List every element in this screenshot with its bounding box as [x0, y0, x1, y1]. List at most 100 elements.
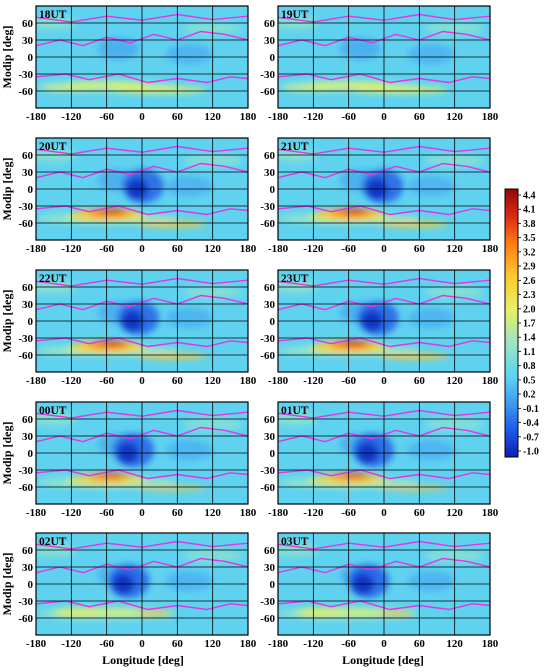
- x-tick-label: 60: [172, 243, 184, 255]
- y-axis-label: Modip [deg]: [0, 25, 14, 88]
- x-tick-label: -120: [303, 111, 324, 123]
- x-tick-label: -180: [268, 638, 289, 650]
- x-tick-label: 120: [204, 638, 221, 650]
- x-tick-label: 0: [381, 638, 387, 650]
- x-tick-label: 180: [240, 507, 257, 519]
- y-tick-label: -30: [18, 465, 33, 477]
- colorbar-tick-label: 2.6: [523, 276, 536, 287]
- x-tick-label: -60: [99, 638, 114, 650]
- panel-22ut: 22UT-180 -120 -60 0 60 120 18060300-30-60Modip…: [0, 270, 257, 387]
- panel-title: 20UT: [39, 141, 67, 153]
- x-tick-label: -120: [303, 638, 324, 650]
- x-tick-label: 180: [240, 111, 257, 123]
- y-tick-label: -30: [18, 596, 33, 608]
- panel-21ut: 21UT-180 -120 -60 0 60 120 18060300-30-60: [260, 138, 498, 255]
- y-tick-label: 60: [264, 150, 276, 162]
- colorbar-tick-label: -0.4: [523, 418, 539, 429]
- panel-title: 22UT: [39, 273, 67, 285]
- x-tick-label: -180: [268, 111, 289, 123]
- x-tick-label: 0: [381, 243, 387, 255]
- x-tick-label: 0: [139, 243, 145, 255]
- x-tick-label: -120: [61, 243, 82, 255]
- colorbar-tick-label: -0.7: [523, 432, 539, 443]
- x-tick-label: -60: [99, 507, 114, 519]
- x-tick-label: -120: [61, 111, 82, 123]
- y-tick-label: 0: [28, 184, 34, 196]
- y-tick-label: -60: [260, 350, 275, 362]
- panel-18ut: 18UT -180 -120 -60 0 60 120 180 60 30 0 -30 -60 Modip…: [0, 6, 257, 123]
- x-tick-label: -60: [341, 638, 356, 650]
- x-tick-label: 120: [446, 375, 463, 387]
- y-tick-label: -30: [260, 465, 275, 477]
- x-tick-label: -60: [341, 243, 356, 255]
- colorbar-tick-label: -0.1: [523, 404, 539, 415]
- y-tick-label: 0: [270, 184, 276, 196]
- x-tick-label: 0: [381, 111, 387, 123]
- x-tick-label: 0: [381, 375, 387, 387]
- y-tick-label: -60: [18, 218, 33, 230]
- y-tick-label: 60: [22, 545, 34, 557]
- y-tick-label: 0: [270, 579, 276, 591]
- y-tick-label: 60: [22, 282, 34, 294]
- panel-title: 19UT: [281, 9, 309, 21]
- panel-01ut: 01UT -180 -120 -60 0 60 120 180 60 30 0 -30 -60: [260, 402, 498, 519]
- y-tick-label: -60: [260, 613, 275, 625]
- x-tick-label: 0: [139, 111, 145, 123]
- y-axis-label: Modip [deg]: [0, 421, 14, 484]
- y-tick-label: 0: [270, 52, 276, 64]
- x-tick-label: -180: [268, 375, 289, 387]
- y-tick-label: 0: [270, 448, 276, 460]
- y-axis-label: Modip [deg]: [0, 157, 14, 220]
- y-tick-label: 30: [22, 167, 34, 179]
- colorbar: 4.44.13.83.53.22.92.62.32.01.71.41.10.80…: [505, 189, 539, 458]
- y-axis-label: Modip [deg]: [0, 289, 14, 352]
- x-tick-label: 180: [240, 638, 257, 650]
- x-tick-label: 0: [139, 375, 145, 387]
- y-tick-label: -60: [260, 482, 275, 494]
- y-tick-label: -60: [18, 613, 33, 625]
- x-tick-label: 60: [414, 638, 426, 650]
- panel-title: 23UT: [281, 273, 309, 285]
- x-tick-label: 60: [172, 507, 184, 519]
- x-tick-label: -60: [99, 243, 114, 255]
- x-tick-label: 120: [446, 638, 463, 650]
- x-axis-label-right: Longitude [deg]: [342, 653, 424, 667]
- colorbar-tick-label: 2.0: [523, 304, 536, 315]
- x-tick-label: 0: [139, 507, 145, 519]
- y-tick-label: 0: [28, 52, 34, 64]
- x-tick-label: 120: [204, 243, 221, 255]
- colorbar-tick-label: 1.7: [523, 319, 536, 330]
- colorbar-tick-label: 3.5: [523, 233, 536, 244]
- y-tick-label: 0: [28, 316, 34, 328]
- panel-title: 01UT: [281, 405, 309, 417]
- colorbar-tick-label: 3.2: [523, 247, 536, 258]
- x-tick-label: -180: [26, 507, 47, 519]
- x-tick-label: 180: [482, 111, 499, 123]
- x-tick-label: 0: [381, 507, 387, 519]
- panel-title: 00UT: [39, 405, 67, 417]
- panel-03ut: 03UT-180 -120 -60 0 60 120 18060300-30-60: [260, 533, 498, 650]
- y-tick-label: 60: [22, 414, 34, 426]
- y-tick-label: 60: [264, 545, 276, 557]
- panel-02ut: 02UT-180 -120 -60 0 60 120 18060300-30-60Modip…: [0, 533, 257, 650]
- x-tick-label: -120: [61, 638, 82, 650]
- x-tick-label: -120: [303, 375, 324, 387]
- y-tick-label: 60: [264, 414, 276, 426]
- colorbar-tick-label: 1.4: [523, 333, 536, 344]
- x-tick-label: -60: [99, 375, 114, 387]
- y-tick-label: -30: [18, 69, 33, 81]
- x-tick-label: 60: [172, 638, 184, 650]
- y-tick-label: -30: [260, 201, 275, 213]
- colorbar-tick-label: 0.8: [523, 361, 536, 372]
- x-tick-label: -60: [341, 507, 356, 519]
- y-tick-label: -30: [260, 69, 275, 81]
- panel-title: 18UT: [39, 9, 67, 21]
- panel-19ut: 19UT -180 -120 -60 0 60 120 180 60 30 0 -30 -60: [260, 6, 498, 123]
- x-tick-label: 60: [172, 111, 184, 123]
- y-tick-label: 30: [264, 167, 276, 179]
- y-tick-label: -30: [18, 201, 33, 213]
- x-tick-label: 180: [482, 243, 499, 255]
- x-tick-label: -60: [341, 111, 356, 123]
- x-tick-label: 60: [414, 507, 426, 519]
